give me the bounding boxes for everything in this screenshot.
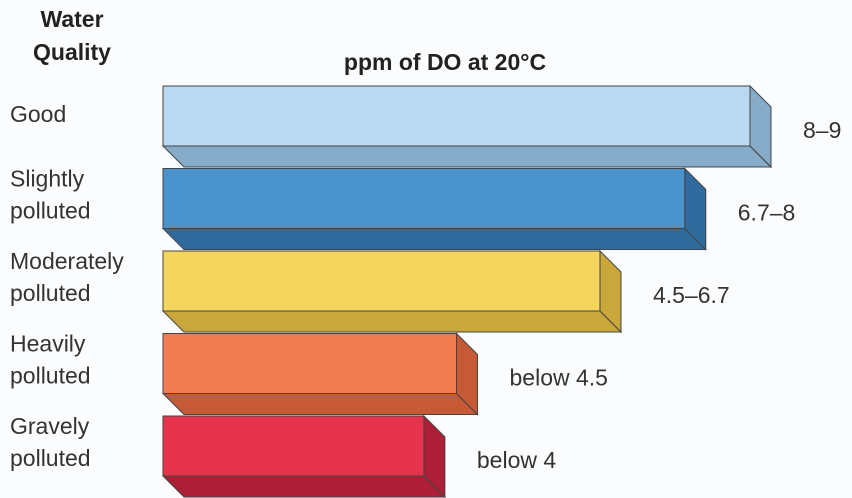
bar-bottom xyxy=(161,310,623,333)
value-label: below 4.5 xyxy=(510,365,608,391)
bar-bottom xyxy=(161,228,707,250)
bar-bottom xyxy=(161,475,447,498)
value-label: below 4 xyxy=(477,447,556,473)
bar-bottom xyxy=(161,145,773,168)
category-label: Moderately polluted xyxy=(10,248,124,306)
category-label: Gravely polluted xyxy=(10,413,91,471)
value-label: 4.5–6.7 xyxy=(653,282,730,308)
bar xyxy=(162,333,457,394)
bar xyxy=(162,85,751,147)
category-label: Good xyxy=(10,101,66,127)
bar xyxy=(162,168,686,229)
category-label: Heavily polluted xyxy=(10,331,91,389)
category-title: Water Quality xyxy=(33,6,111,65)
value-label: 6.7–8 xyxy=(738,200,796,226)
chart-title: ppm of DO at 20°C xyxy=(344,49,546,75)
bar xyxy=(162,250,601,312)
bar-bottom xyxy=(161,393,479,415)
bar xyxy=(162,415,425,477)
category-label: Slightly polluted xyxy=(10,166,91,224)
value-label: 8–9 xyxy=(803,117,841,143)
